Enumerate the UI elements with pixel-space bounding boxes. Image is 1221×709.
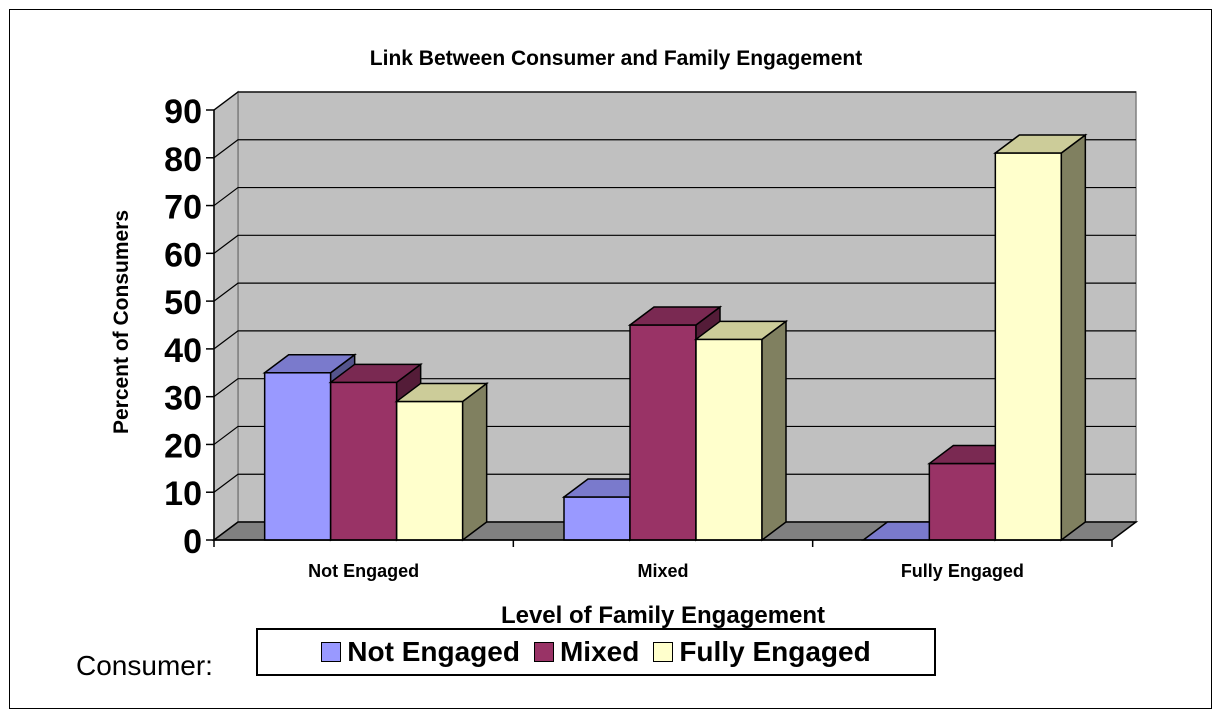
bar-side bbox=[762, 321, 786, 540]
legend-label-fully-engaged: Fully Engaged bbox=[679, 636, 870, 668]
bar-front bbox=[630, 325, 696, 540]
legend-swatch-not-engaged bbox=[321, 642, 341, 662]
y-tick-label: 80 bbox=[164, 141, 202, 179]
legend-swatch-mixed bbox=[534, 642, 554, 662]
x-tick-label: Fully Engaged bbox=[901, 561, 1024, 581]
bar-front bbox=[995, 153, 1061, 540]
legend-label-mixed: Mixed bbox=[560, 636, 639, 668]
y-tick-label: 90 bbox=[164, 93, 202, 131]
y-tick-label: 50 bbox=[164, 284, 202, 322]
y-tick-label: 40 bbox=[164, 332, 202, 370]
x-tick-label: Mixed bbox=[637, 561, 688, 581]
y-tick-label: 70 bbox=[164, 189, 202, 227]
legend-item-fully-engaged: Fully Engaged bbox=[653, 636, 870, 668]
side-wall bbox=[214, 92, 238, 540]
legend-swatch-fully-engaged bbox=[653, 642, 673, 662]
bar-side bbox=[463, 383, 487, 540]
bar-fully-engaged bbox=[696, 321, 786, 540]
bar-front bbox=[564, 497, 630, 540]
bar-front bbox=[331, 382, 397, 540]
chart-title: Link Between Consumer and Family Engagem… bbox=[370, 47, 862, 70]
legend-item-mixed: Mixed bbox=[534, 636, 639, 668]
y-tick-label: 0 bbox=[183, 523, 202, 561]
y-axis-label: Percent of Consumers bbox=[110, 210, 133, 434]
y-tick-label: 30 bbox=[164, 380, 202, 418]
y-tick-label: 60 bbox=[164, 236, 202, 274]
bar-fully-engaged bbox=[397, 383, 487, 540]
legend-label-not-engaged: Not Engaged bbox=[347, 636, 520, 668]
y-tick-label: 20 bbox=[164, 427, 202, 465]
bar-front bbox=[929, 464, 995, 540]
y-tick-label: 10 bbox=[164, 475, 202, 513]
x-axis-label: Level of Family Engagement bbox=[501, 602, 825, 629]
bar-chart: 0 10 20 30 40 50 60 70 80 90 Not Engaged Mixed Fully… bbox=[0, 0, 1221, 693]
bar-front bbox=[397, 401, 463, 540]
bar-side bbox=[1061, 135, 1085, 540]
caption: Consumer: bbox=[76, 650, 213, 682]
legend: Not Engaged Mixed Fully Engaged bbox=[256, 628, 936, 676]
bar-fully-engaged bbox=[995, 135, 1085, 540]
x-tick-label: Not Engaged bbox=[308, 561, 419, 581]
bar-front bbox=[696, 339, 762, 540]
bar-front bbox=[265, 373, 331, 540]
legend-item-not-engaged: Not Engaged bbox=[321, 636, 520, 668]
